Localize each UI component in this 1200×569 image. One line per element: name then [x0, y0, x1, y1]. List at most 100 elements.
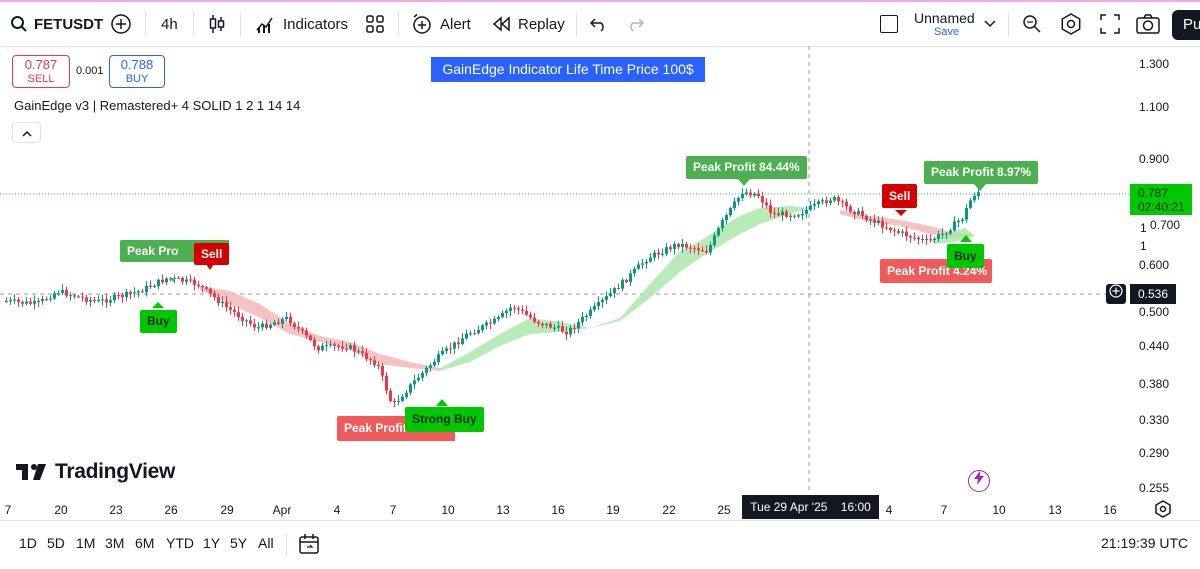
layout-toggle[interactable]: [880, 2, 898, 46]
fullscreen-button[interactable]: [1100, 2, 1120, 46]
candle-body: [101, 299, 104, 301]
add-price-level-button[interactable]: [1106, 284, 1126, 304]
price-tick: 0.440: [1139, 339, 1170, 353]
candle-body: [617, 287, 620, 289]
candle-body: [409, 384, 412, 393]
candle-body: [301, 328, 304, 331]
range-1y[interactable]: 1Y: [203, 535, 221, 551]
indicators-label: Indicators: [283, 15, 349, 33]
settings-button[interactable]: [1060, 2, 1082, 46]
candle-body: [149, 285, 152, 287]
indicators-button[interactable]: Indicators: [256, 2, 348, 46]
utc-clock[interactable]: 21:19:39 UTC: [1101, 535, 1189, 551]
axis-settings-button[interactable]: [1154, 500, 1172, 523]
candle-body: [537, 321, 540, 324]
peak-profit-arrow-3: [738, 179, 750, 186]
candle-body: [29, 301, 32, 304]
candle-body: [461, 338, 464, 345]
candle-body: [677, 243, 680, 247]
range-5y[interactable]: 5Y: [230, 535, 248, 551]
price-tick: 0.290: [1139, 446, 1170, 460]
candle-body: [233, 309, 236, 313]
candle-body: [713, 235, 716, 246]
candle-body: [841, 201, 844, 203]
candle-body: [725, 215, 728, 221]
watermark-label: TradingView: [55, 460, 176, 483]
current-price-label: 0.787 02:40:21: [1130, 184, 1192, 215]
candle-body: [497, 316, 500, 319]
candle-body: [597, 302, 600, 307]
symbol-search[interactable]: FETUSDT: [10, 2, 103, 46]
candle-body: [117, 294, 120, 296]
goto-date-button[interactable]: [298, 533, 320, 560]
candle-body: [881, 220, 884, 228]
candle-body: [365, 352, 368, 360]
interval-button[interactable]: 4h: [161, 2, 178, 46]
candle-body: [781, 211, 784, 216]
price-tick: 0.330: [1139, 413, 1170, 427]
candle-body: [241, 317, 244, 321]
undo-button[interactable]: [590, 2, 608, 46]
lightning-icon: [974, 471, 984, 485]
range-ytd[interactable]: YTD: [166, 535, 194, 551]
candle-body: [353, 345, 356, 352]
compare-button[interactable]: [110, 2, 132, 46]
range-6m[interactable]: 6M: [135, 535, 155, 551]
quick-search-icon: [1023, 15, 1041, 33]
sell-price: 0.787: [24, 57, 58, 72]
buy-arrow-1: [152, 302, 164, 308]
candle-body: [65, 289, 68, 296]
indicator-legend[interactable]: GainEdge v3 | Remastered+ 4 SOLID 1 2 1 …: [14, 98, 301, 113]
templates-button[interactable]: [366, 2, 384, 46]
candle-body: [273, 322, 276, 325]
candle-body: [77, 296, 80, 298]
range-5d[interactable]: 5D: [47, 535, 65, 551]
candle-body: [489, 322, 492, 324]
candle-body: [305, 330, 308, 336]
tradingview-watermark[interactable]: TradingView: [16, 460, 175, 484]
candle-body: [957, 221, 960, 223]
snapshot-button[interactable]: [1136, 2, 1160, 46]
redo-button[interactable]: [626, 2, 644, 46]
publish-button[interactable]: Pu: [1172, 10, 1200, 40]
candle-body: [889, 227, 892, 231]
range-1m[interactable]: 1M: [76, 535, 96, 551]
buy-button[interactable]: 0.788 BUY: [109, 55, 165, 88]
candle-body: [505, 311, 508, 314]
lightning-button[interactable]: [968, 470, 990, 492]
sell-button[interactable]: 0.787 SELL: [12, 55, 70, 88]
top-toolbar: FETUSDT 4h Indicators Alert Replay Unnam…: [0, 2, 1200, 47]
range-1d[interactable]: 1D: [19, 535, 37, 551]
candle-body: [553, 327, 556, 329]
chart-pane[interactable]: 0.787 SELL 0.001 0.788 BUY GainEdge Indi…: [0, 46, 1200, 520]
layout-menu-button[interactable]: [984, 2, 996, 46]
candle-body: [629, 273, 632, 282]
candle-body: [429, 365, 432, 368]
time-axis[interactable]: [0, 494, 1200, 520]
candle-body: [185, 279, 188, 282]
candle-body: [53, 293, 56, 299]
candle-body: [853, 211, 856, 215]
range-3m[interactable]: 3M: [105, 535, 125, 551]
alert-button[interactable]: Alert: [411, 2, 471, 46]
candle-body: [193, 279, 196, 285]
publish-label: Pu: [1183, 16, 1200, 33]
range-all[interactable]: All: [258, 535, 274, 551]
candle-body: [257, 327, 260, 329]
candle-body: [825, 200, 828, 204]
candle-body: [481, 325, 484, 330]
candle-body: [229, 307, 232, 310]
quick-search-button[interactable]: [1022, 2, 1042, 46]
replay-button[interactable]: Replay: [493, 2, 565, 46]
bottom-toolbar: 1D 5D 1M 3M 6M YTD 1Y 5Y All 21:19:39 UT…: [0, 520, 1200, 569]
price-chart[interactable]: [0, 46, 1200, 520]
candle-body: [209, 288, 212, 294]
collapse-legend-button[interactable]: [12, 122, 41, 143]
layout-name-button[interactable]: Unnamed Save: [914, 2, 975, 46]
candle-body: [649, 257, 652, 262]
candle-body: [849, 206, 852, 212]
candle-body: [741, 194, 744, 199]
candle-body: [373, 360, 376, 365]
chart-type-button[interactable]: [208, 2, 226, 46]
candle-body: [249, 320, 252, 324]
